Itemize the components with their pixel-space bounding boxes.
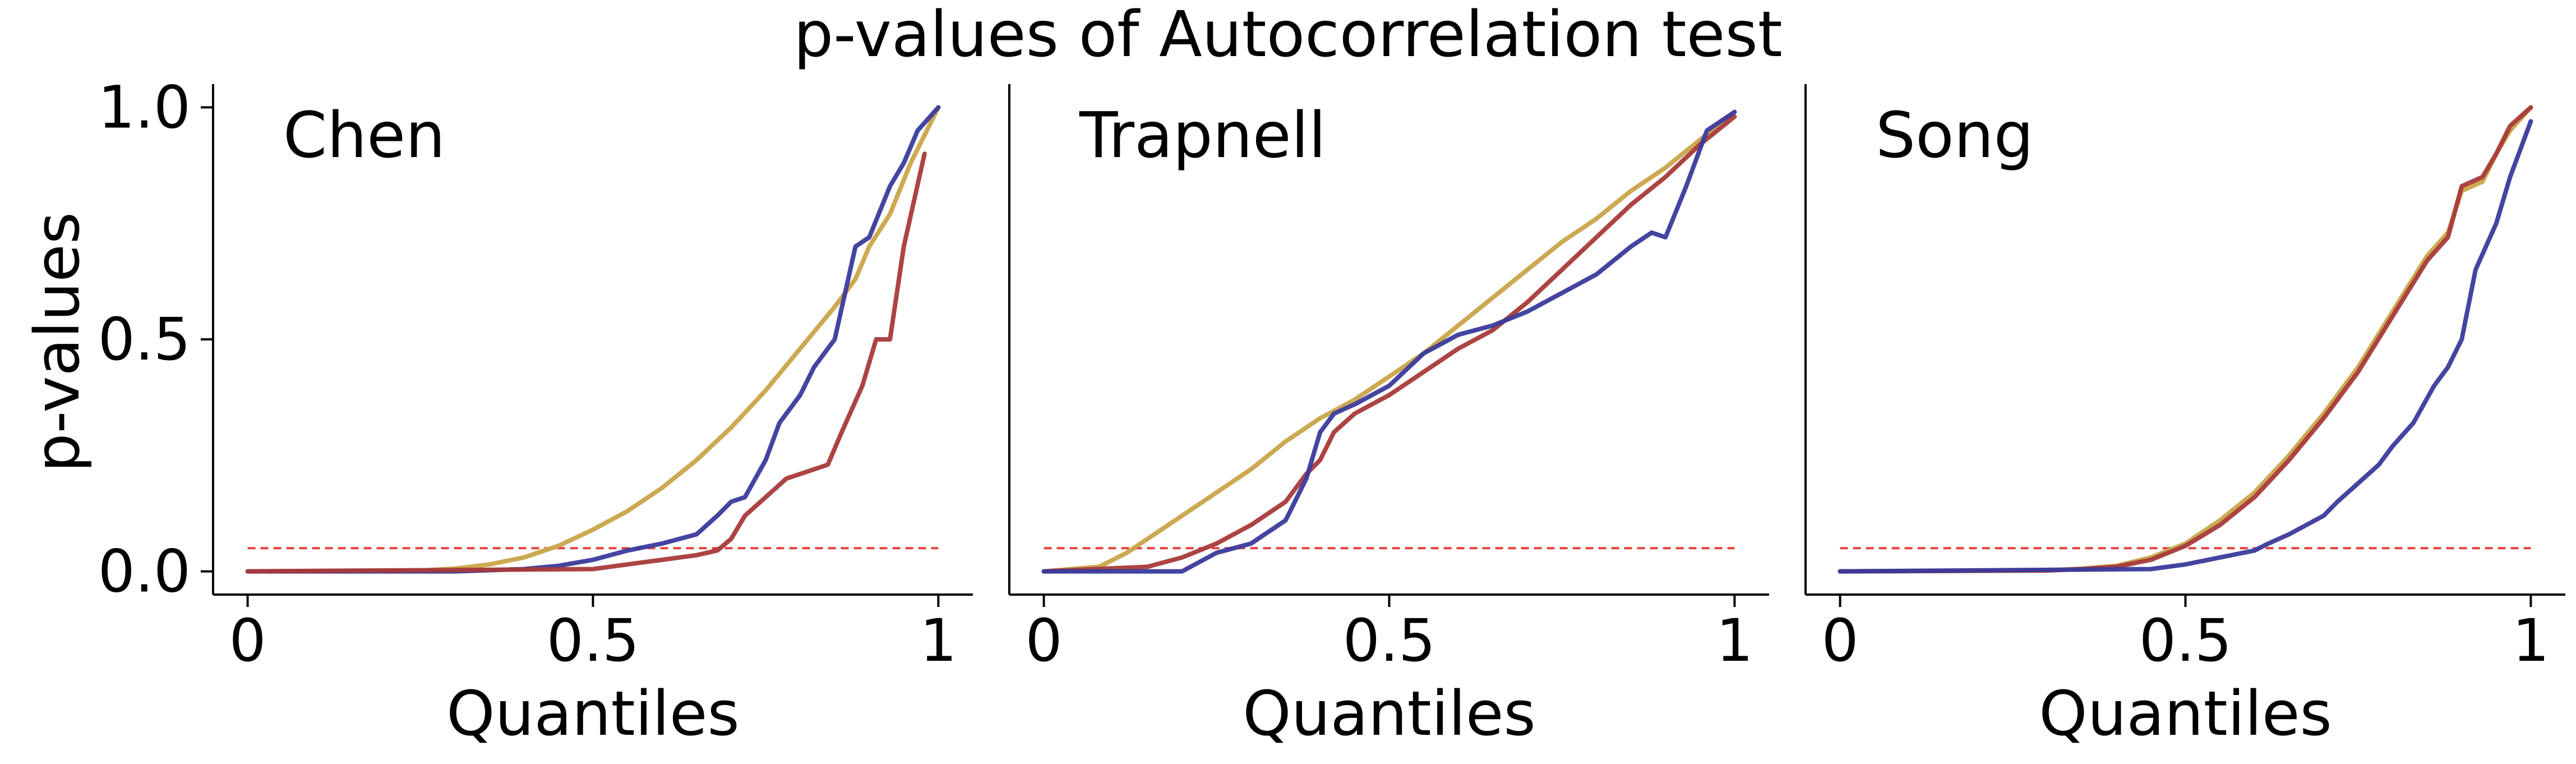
figure-title: p-values of Autocorrelation test [793,0,1783,71]
panel-label: Chen [283,99,445,172]
x-axis-label: Quantiles [2039,678,2332,749]
series-line-2 [1041,114,1737,574]
x-tick-label: 1 [920,606,957,675]
series-line-1 [1838,105,2533,574]
x-tick-label: 1 [1716,606,1753,675]
panel-label: Song [1876,99,2034,172]
series-line-3 [1041,109,1737,574]
x-tick-label: 0.5 [2139,606,2232,675]
series-line-2 [1838,105,2533,574]
series-line-2 [245,105,941,574]
x-tick-label: 0.5 [547,606,639,675]
x-tick-label: 0 [1822,606,1859,675]
x-axis-label: Quantiles [446,678,740,749]
y-tick-label: 1.0 [98,73,191,141]
x-tick-label: 0.5 [1343,606,1435,675]
series-line-3 [1838,119,2533,574]
chart-panel-2: 0 0.5 1 Quantiles Trapnell [1008,84,1769,749]
chart-panel-3: 0 0.5 1 Quantiles Song [1804,84,2565,749]
panels: 0 0.5 1 0.0 0.5 1.0 Quantiles Chen 0 0.5 1 Quantile… [98,73,2565,749]
series-line-3 [245,151,927,574]
x-tick-label: 0 [1026,606,1063,675]
y-tick-label: 0.0 [98,537,191,606]
panel-label: Trapnell [1079,99,1326,172]
series-line-1 [1041,109,1737,574]
y-axis-label: p-values [21,212,93,472]
x-tick-label: 1 [2512,606,2549,675]
chart-panel-1: 0 0.5 1 0.0 0.5 1.0 Quantiles Chen [98,73,973,749]
y-tick-label: 0.5 [98,305,191,374]
series-line-1 [245,105,941,574]
x-axis-label: Quantiles [1243,678,1536,749]
x-tick-label: 0 [229,606,266,675]
